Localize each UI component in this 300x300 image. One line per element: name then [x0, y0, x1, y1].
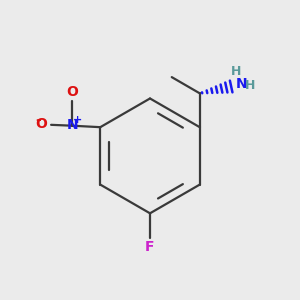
Text: H: H — [231, 65, 241, 78]
Text: N: N — [236, 77, 248, 92]
Text: F: F — [145, 240, 155, 254]
Text: -: - — [35, 112, 41, 127]
Text: O: O — [66, 85, 78, 99]
Text: O: O — [35, 117, 47, 131]
Text: H: H — [244, 80, 255, 92]
Text: N: N — [67, 118, 78, 132]
Text: +: + — [73, 116, 82, 125]
